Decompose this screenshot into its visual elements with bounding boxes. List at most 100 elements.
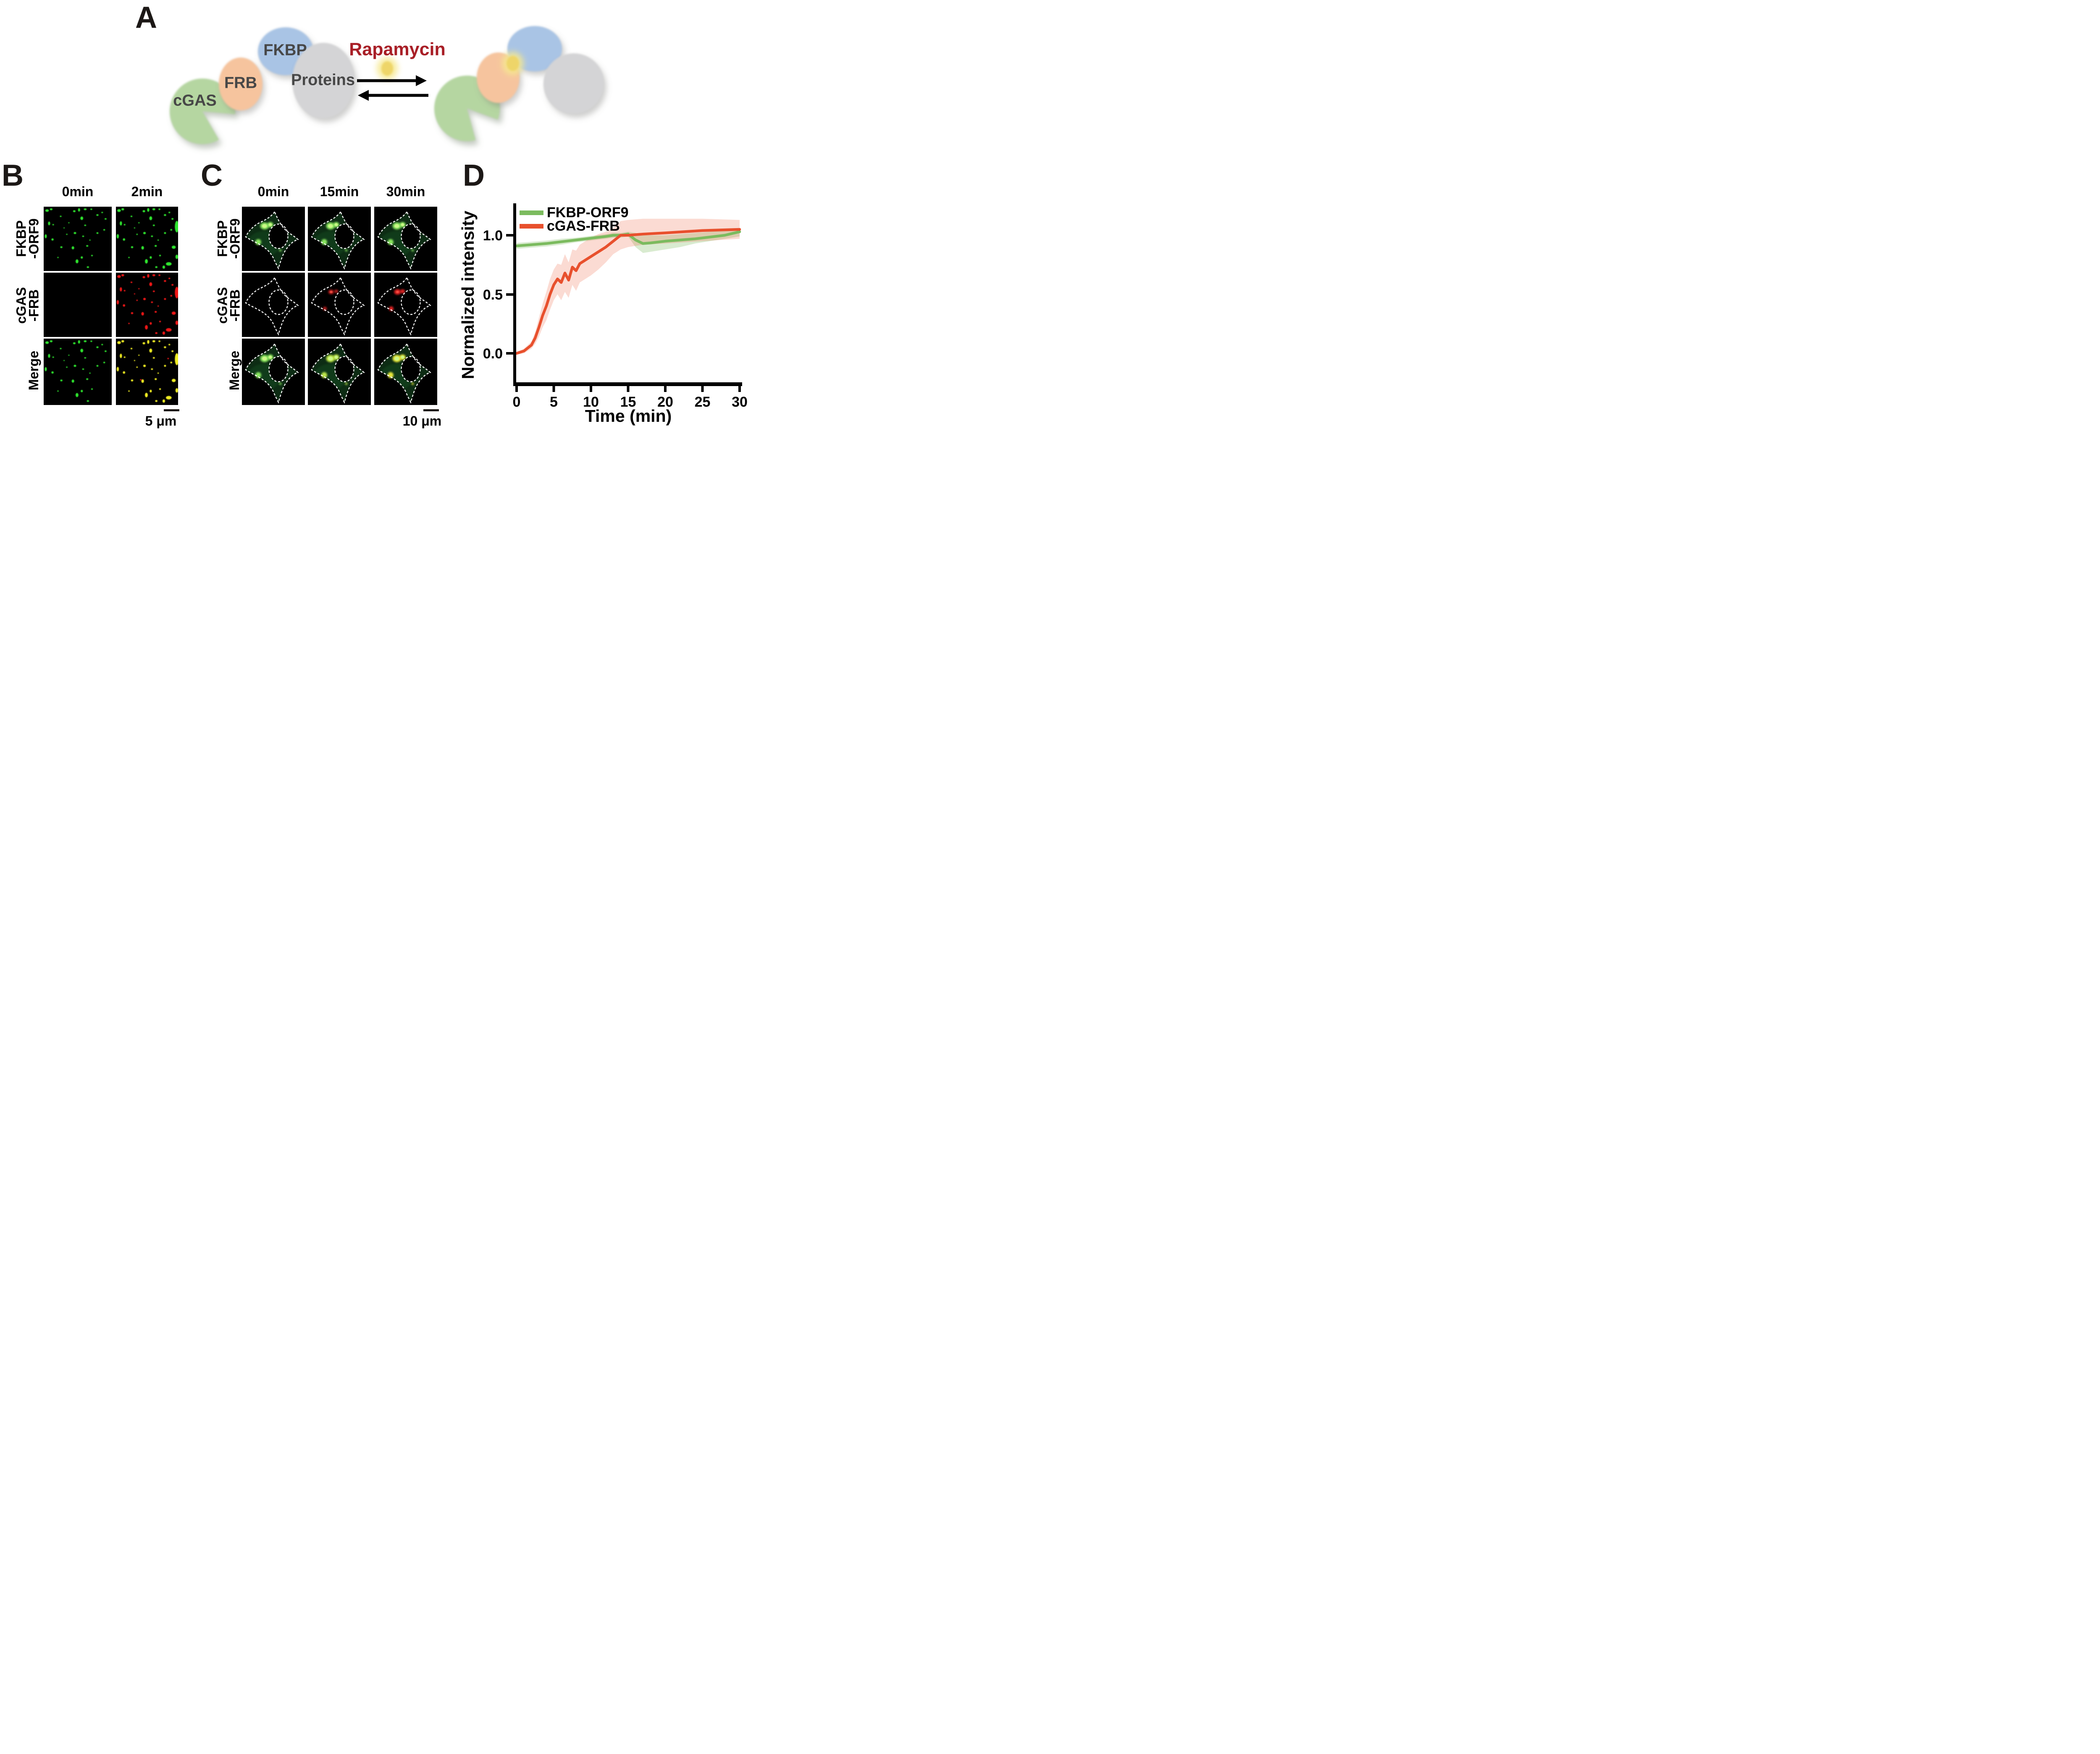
panel-b-img-fkbp-orf9-0min: [44, 207, 112, 271]
fluorescent-punctum: [170, 361, 173, 364]
fluorescent-punctum: [155, 266, 158, 268]
fluorescent-punctum: [130, 216, 133, 217]
fluorescent-punctum: [152, 224, 155, 226]
fluorescent-punctum: [123, 371, 126, 374]
fluorescent-blob: [411, 249, 414, 252]
fluorescent-blob-red: [323, 306, 327, 311]
arrow-forward-head: [416, 75, 427, 86]
x-tick: [738, 386, 741, 392]
fluorescent-punctum: [81, 389, 83, 392]
y-tick: [506, 352, 513, 355]
fluorescent-punctum: [152, 274, 155, 276]
fluorescent-punctum: [131, 246, 134, 248]
fluorescent-blob-core: [262, 224, 267, 228]
fluorescent-punctum-large: [165, 262, 172, 266]
x-axis-label: Time (min): [585, 406, 672, 426]
y-tick-label: 0.0: [483, 346, 503, 362]
fluorescent-punctum: [71, 379, 74, 383]
cell-nucleus: [269, 224, 288, 249]
cell-nucleus: [269, 356, 288, 382]
panel-c-img-merge-0min: [242, 339, 305, 405]
fluorescent-blob-core: [401, 223, 404, 226]
fluorescent-punctum: [152, 290, 155, 292]
fluorescent-punctum: [116, 234, 119, 239]
frb-shape: [219, 58, 262, 110]
fluorescent-punctum: [141, 379, 144, 383]
fluorescent-punctum: [45, 209, 49, 212]
x-tick: [664, 386, 667, 392]
nucleus-outline-dashed: [268, 289, 289, 315]
fluorescent-punctum: [80, 349, 84, 352]
y-axis-label: Normalized intensity: [458, 210, 478, 379]
frb-label: FRB: [224, 74, 257, 92]
fluorescent-punctum: [101, 212, 103, 213]
fluorescent-punctum: [63, 227, 65, 229]
cell-nucleus: [401, 356, 420, 382]
fluorescent-punctum: [128, 257, 130, 258]
x-tick-label: 20: [657, 394, 673, 410]
fluorescent-punctum: [168, 212, 171, 213]
fluorescent-punctum: [157, 239, 159, 241]
fluorescent-punctum: [57, 257, 59, 258]
fluorescent-blob-core: [330, 291, 333, 293]
fluorescent-punctum-large: [171, 379, 176, 382]
fluorescent-punctum: [84, 208, 87, 210]
fluorescent-punctum: [45, 367, 47, 371]
fluorescent-punctum: [142, 342, 145, 344]
fluorescent-punctum-large: [171, 245, 176, 249]
arrow-reverse-head: [358, 90, 369, 101]
image-background: [374, 273, 437, 337]
fluorescent-punctum: [120, 353, 122, 358]
fluorescent-punctum: [123, 290, 126, 292]
fluorescent-punctum-large: [175, 388, 178, 393]
fluorescent-blob-core: [394, 224, 399, 228]
fluorescent-punctum: [63, 360, 65, 361]
fluorescent-punctum: [141, 246, 144, 250]
fluorescent-punctum: [91, 388, 93, 390]
fluorescent-punctum: [164, 298, 166, 300]
fluorescent-punctum: [71, 246, 74, 250]
x-tick: [590, 386, 592, 392]
panel-b-img-fkbp-orf9-2min: [116, 207, 178, 271]
fluorescent-punctum: [171, 218, 174, 220]
cell-outline-dashed: [245, 343, 299, 404]
fluorescent-blob-red: [400, 289, 405, 294]
proteins-label: Proteins: [291, 71, 355, 89]
fluorescent-punctum: [152, 340, 155, 342]
fluorescent-punctum: [87, 266, 89, 268]
y-tick-label: 0.5: [483, 287, 503, 303]
cgas-frb-curve: [515, 228, 741, 355]
fluorescent-punctum: [159, 388, 161, 390]
fluorescent-punctum: [142, 210, 145, 213]
panel-a-letter: A: [135, 1, 157, 34]
fluorescent-punctum: [73, 210, 76, 213]
row-label-line: -FRB: [228, 289, 243, 322]
fluorescent-punctum-large: [165, 328, 172, 332]
fluorescent-punctum: [73, 342, 76, 344]
rapamycin-label: Rapamycin: [349, 39, 446, 60]
y-tick: [506, 234, 513, 237]
fluorescent-punctum: [171, 350, 174, 352]
panel-c-scalebar: [423, 409, 439, 411]
x-axis: [513, 382, 742, 386]
fluorescent-punctum: [80, 216, 84, 220]
fluorescent-punctum: [170, 229, 173, 231]
fluorescent-punctum-large: [175, 255, 178, 259]
fluorescent-blob-core: [328, 224, 333, 228]
fluorescent-punctum: [96, 232, 99, 234]
arrow-reverse-shaft: [369, 94, 428, 97]
fluorescent-punctum: [123, 224, 126, 226]
panel-c-row-label-fkbp-orf9: FKBP -ORF9: [215, 218, 243, 259]
cell-outline-dashed: [245, 210, 299, 270]
fluorescent-punctum-large: [175, 221, 178, 233]
fluorescent-punctum: [171, 284, 174, 286]
row-label-line: Merge: [26, 350, 41, 391]
fluorescent-punctum: [136, 366, 138, 368]
fluorescent-punctum: [104, 350, 107, 352]
fluorescent-punctum: [157, 372, 159, 374]
fluorescent-punctum: [60, 246, 63, 248]
fkbp-label: FKBP: [263, 41, 307, 59]
fluorescent-punctum: [147, 340, 150, 344]
image-background: [242, 273, 305, 337]
fluorescent-punctum: [168, 278, 171, 279]
